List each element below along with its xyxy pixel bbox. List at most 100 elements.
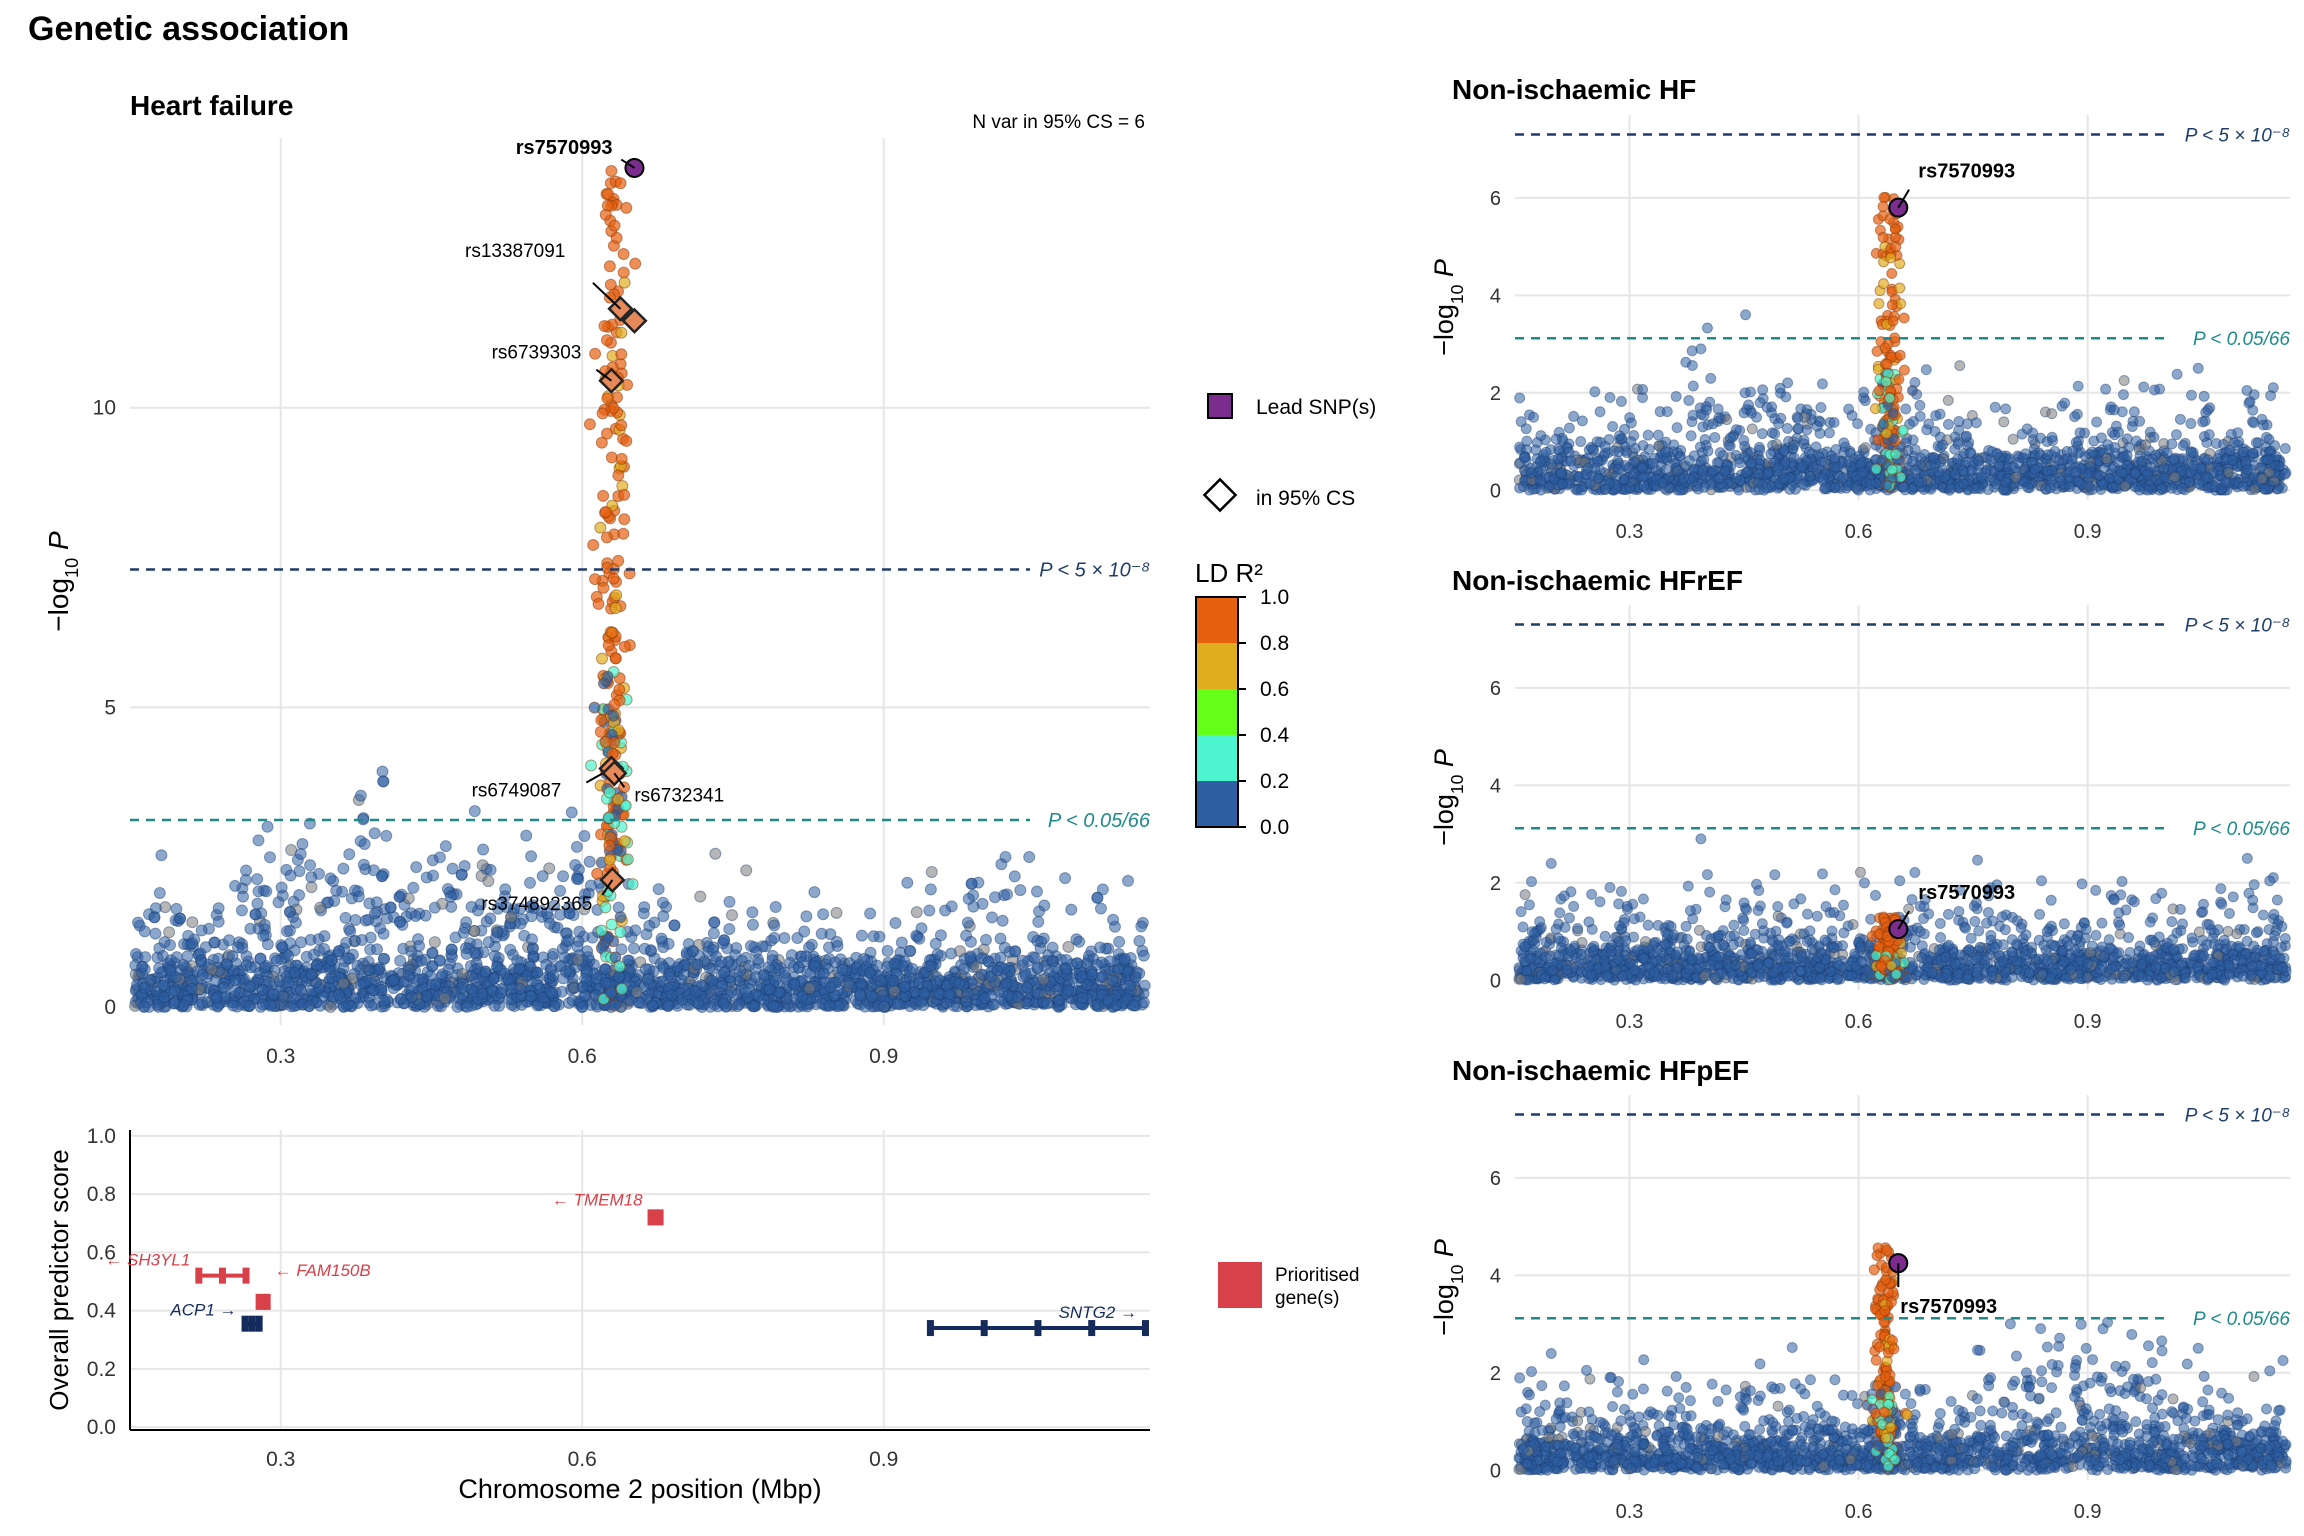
snp-point: [276, 941, 289, 954]
snp-point: [513, 962, 526, 975]
snp-point: [923, 904, 936, 917]
snp-point: [898, 980, 911, 993]
snp-point: [2198, 390, 2210, 402]
snp-point: [1797, 478, 1809, 490]
snp-point: [1953, 415, 1965, 427]
snp-point: [798, 925, 811, 938]
snp-point: [924, 883, 937, 896]
snp-point-ld: [626, 878, 639, 891]
snp-point: [2134, 484, 2146, 496]
snp-point: [284, 869, 297, 882]
snp-point: [1757, 384, 1769, 396]
snp-point: [1701, 322, 1713, 334]
snp-point: [2022, 482, 2034, 494]
snp-point: [1113, 935, 1126, 948]
y-tick-label: 0.0: [87, 1416, 116, 1439]
snp-point: [378, 994, 391, 1007]
snp-point: [155, 849, 168, 862]
snp-point: [2185, 447, 2197, 459]
snp-point: [354, 789, 367, 802]
snp-point: [978, 992, 991, 1005]
snp-point: [208, 936, 221, 949]
snp-point: [691, 958, 704, 971]
snp-point: [258, 918, 271, 931]
snp-point: [1122, 874, 1135, 887]
snp-point: [212, 902, 225, 915]
snp-point-ld: [1894, 282, 1906, 294]
gene-exon: [248, 1315, 256, 1332]
snp-point-ld: [602, 188, 615, 201]
snp-point: [1798, 434, 1810, 446]
snp-point: [479, 965, 492, 978]
snp-point: [709, 847, 722, 860]
snp-point: [2193, 478, 2205, 490]
snp-point: [1096, 970, 1109, 983]
snp-point: [2059, 397, 2071, 409]
snp-point: [2044, 482, 2056, 494]
snp-point-ld: [1889, 223, 1901, 235]
snp-point: [1730, 472, 1742, 484]
snp-point: [959, 995, 972, 1008]
snp-point: [351, 959, 364, 972]
snp-point-ld: [587, 538, 600, 551]
snp-point: [2134, 415, 2146, 427]
snp-point: [433, 851, 446, 864]
snp-point: [438, 992, 451, 1005]
snp-point: [1819, 482, 1831, 494]
snp-point: [877, 1000, 890, 1013]
snp-point: [1614, 430, 1626, 442]
snp-label: rs13387091: [465, 241, 565, 262]
snp-point: [1589, 386, 1601, 398]
snp-point: [740, 864, 753, 877]
snp-point: [412, 973, 425, 986]
snp-point: [855, 929, 868, 942]
snp-point: [843, 977, 856, 990]
snp-point: [929, 937, 942, 950]
snp-point: [1135, 920, 1148, 933]
snp-point: [249, 908, 262, 921]
snp-point: [2136, 455, 2148, 467]
snp-point: [1661, 406, 1673, 418]
snp-point: [704, 1000, 717, 1013]
snp-point: [1838, 437, 1850, 449]
snp-point: [726, 909, 739, 922]
snp-point: [953, 977, 966, 990]
snp-point: [2209, 481, 2221, 493]
snp-point: [235, 904, 248, 917]
snp-point: [1734, 457, 1746, 469]
snp-point: [1052, 994, 1065, 1007]
snp-point: [769, 900, 782, 913]
snp-point: [2129, 467, 2141, 479]
snp-point-ld: [598, 319, 611, 332]
snp-point: [2265, 390, 2277, 402]
snp-point: [2170, 429, 2182, 441]
snp-point: [1071, 957, 1084, 970]
snp-point: [1753, 484, 1765, 496]
snp-point: [817, 967, 830, 980]
snp-point: [1993, 459, 2005, 471]
snp-point: [502, 973, 515, 986]
snp-point: [394, 954, 407, 967]
snp-point: [638, 942, 651, 955]
snp-point: [1782, 377, 1794, 389]
snp-point: [2046, 408, 2058, 420]
snp-point: [1607, 420, 1619, 432]
snp-point: [210, 992, 223, 1005]
snp-point: [1850, 482, 1862, 494]
snp-point-ld: [618, 513, 631, 526]
x-tick-label: 0.6: [1845, 521, 1873, 543]
snp-point: [565, 806, 578, 819]
snp-point: [174, 912, 187, 925]
snp-point: [1594, 406, 1606, 418]
snp-point: [569, 859, 582, 872]
snp-point-ld: [597, 489, 610, 502]
snp-point: [2224, 444, 2236, 456]
snp-point: [615, 943, 628, 956]
snp-point: [415, 954, 428, 967]
snp-point: [2197, 416, 2209, 428]
snp-point: [153, 886, 166, 899]
snp-point: [855, 977, 868, 990]
snp-point: [1957, 464, 1969, 476]
snp-point: [707, 927, 720, 940]
snp-point: [419, 909, 432, 922]
